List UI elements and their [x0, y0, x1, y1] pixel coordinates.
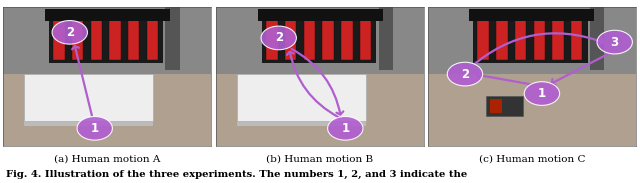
Text: 2: 2: [66, 26, 74, 39]
Bar: [49, 10, 163, 63]
Text: 1: 1: [538, 87, 546, 100]
Text: 1: 1: [341, 122, 349, 135]
Circle shape: [447, 62, 483, 86]
Bar: [109, 13, 121, 60]
Bar: [285, 13, 296, 60]
Bar: [469, 9, 594, 21]
Text: 1: 1: [91, 122, 99, 135]
Bar: [258, 9, 383, 21]
Bar: [571, 13, 582, 60]
Circle shape: [261, 26, 296, 50]
Circle shape: [328, 117, 363, 140]
Bar: [53, 13, 65, 60]
Bar: [266, 13, 278, 60]
Bar: [486, 96, 524, 116]
Bar: [91, 13, 102, 60]
Bar: [24, 119, 153, 126]
Bar: [237, 74, 366, 121]
Polygon shape: [216, 74, 424, 146]
Circle shape: [524, 82, 559, 105]
Bar: [341, 13, 353, 60]
Text: (c) Human motion C: (c) Human motion C: [479, 155, 586, 164]
Bar: [590, 7, 604, 70]
Bar: [477, 13, 489, 60]
Circle shape: [77, 117, 113, 140]
Text: 2: 2: [461, 68, 469, 81]
Bar: [166, 7, 180, 70]
Bar: [304, 13, 315, 60]
Polygon shape: [3, 74, 211, 146]
Bar: [128, 13, 140, 60]
Text: (b) Human motion B: (b) Human motion B: [266, 155, 374, 164]
Bar: [379, 7, 393, 70]
Text: 2: 2: [275, 31, 283, 44]
Bar: [323, 13, 334, 60]
Polygon shape: [428, 7, 636, 74]
Bar: [262, 10, 376, 63]
Text: 3: 3: [611, 36, 619, 49]
Bar: [534, 13, 545, 60]
Bar: [474, 10, 588, 63]
Polygon shape: [3, 7, 211, 74]
Circle shape: [597, 30, 632, 54]
Bar: [490, 99, 502, 113]
Text: (a) Human motion A: (a) Human motion A: [54, 155, 161, 164]
Text: Fig. 4. Illustration of the three experiments. The numbers 1, 2, and 3 indicate : Fig. 4. Illustration of the three experi…: [6, 170, 468, 179]
Bar: [360, 13, 371, 60]
Bar: [237, 119, 366, 126]
Bar: [515, 13, 526, 60]
Bar: [24, 74, 153, 121]
Polygon shape: [216, 7, 424, 74]
Bar: [552, 13, 564, 60]
Circle shape: [52, 20, 88, 44]
Polygon shape: [428, 74, 636, 146]
Bar: [496, 13, 508, 60]
Bar: [45, 9, 170, 21]
Bar: [147, 13, 158, 60]
Bar: [72, 13, 83, 60]
